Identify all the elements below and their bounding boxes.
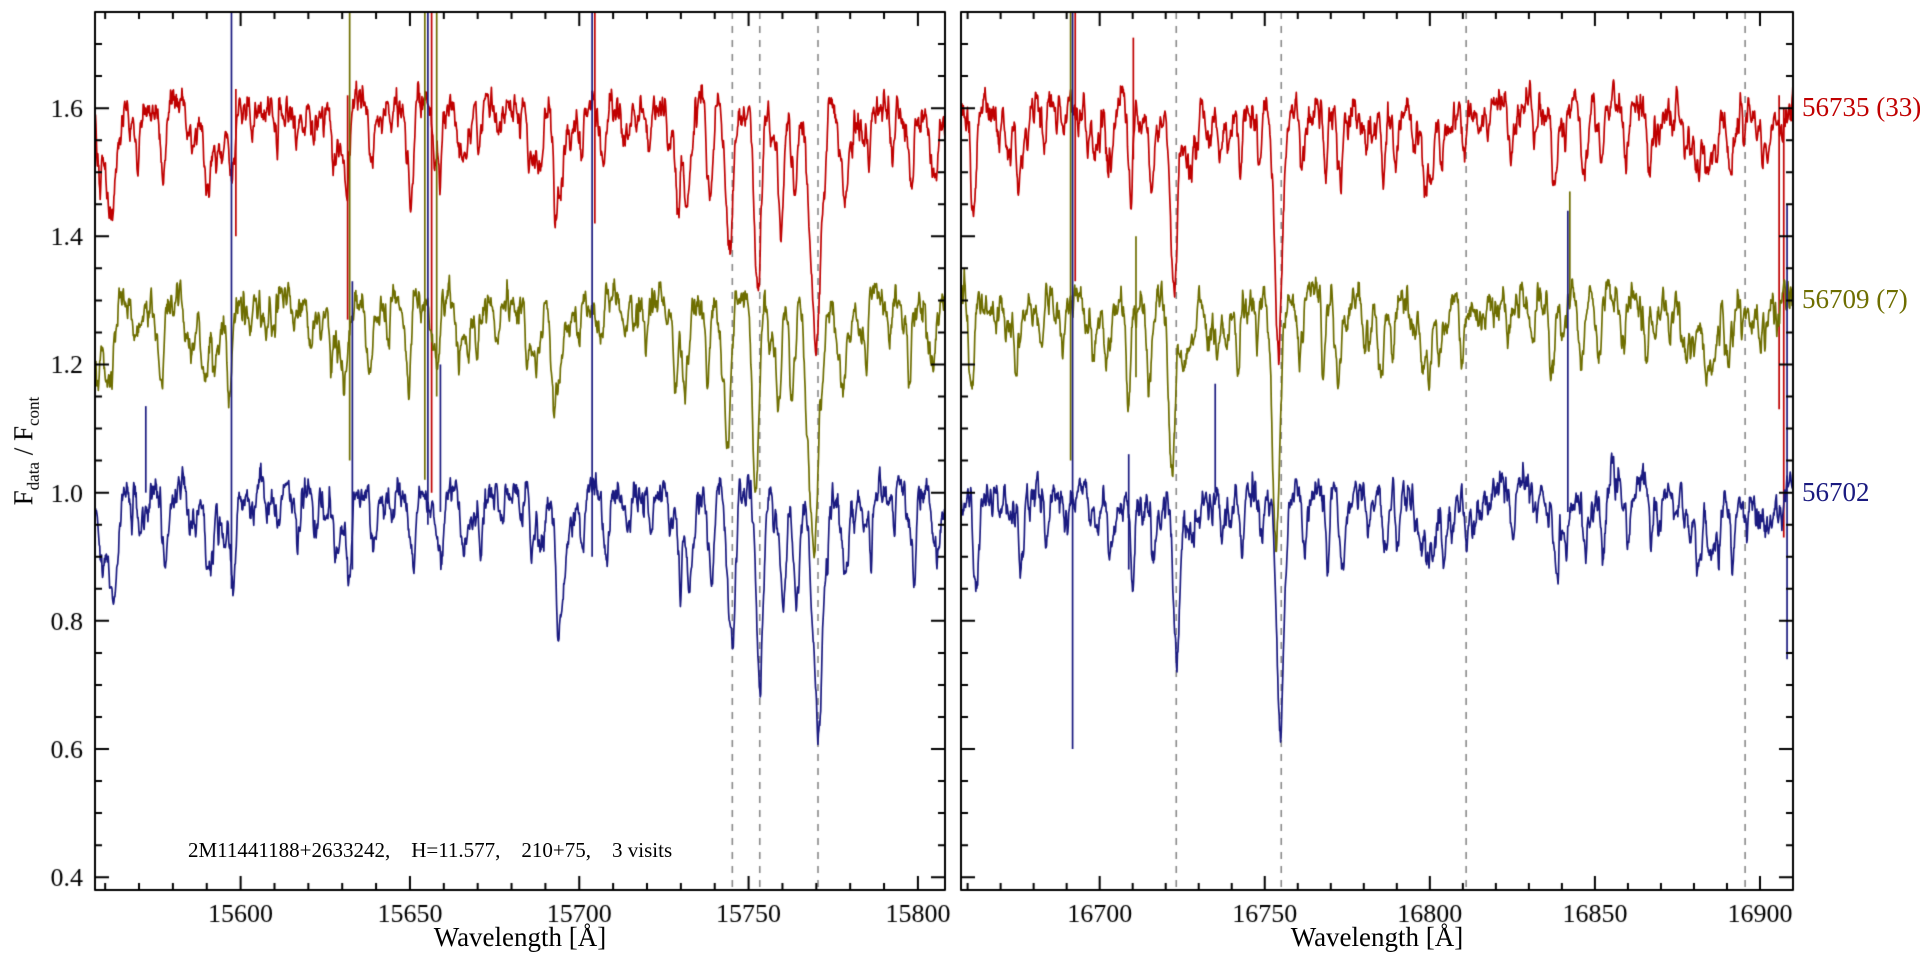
spectra-figure: Fdata / Fcont Wavelength [Å] Wavelength … [0,0,1920,960]
spectra-canvas [0,0,1920,960]
